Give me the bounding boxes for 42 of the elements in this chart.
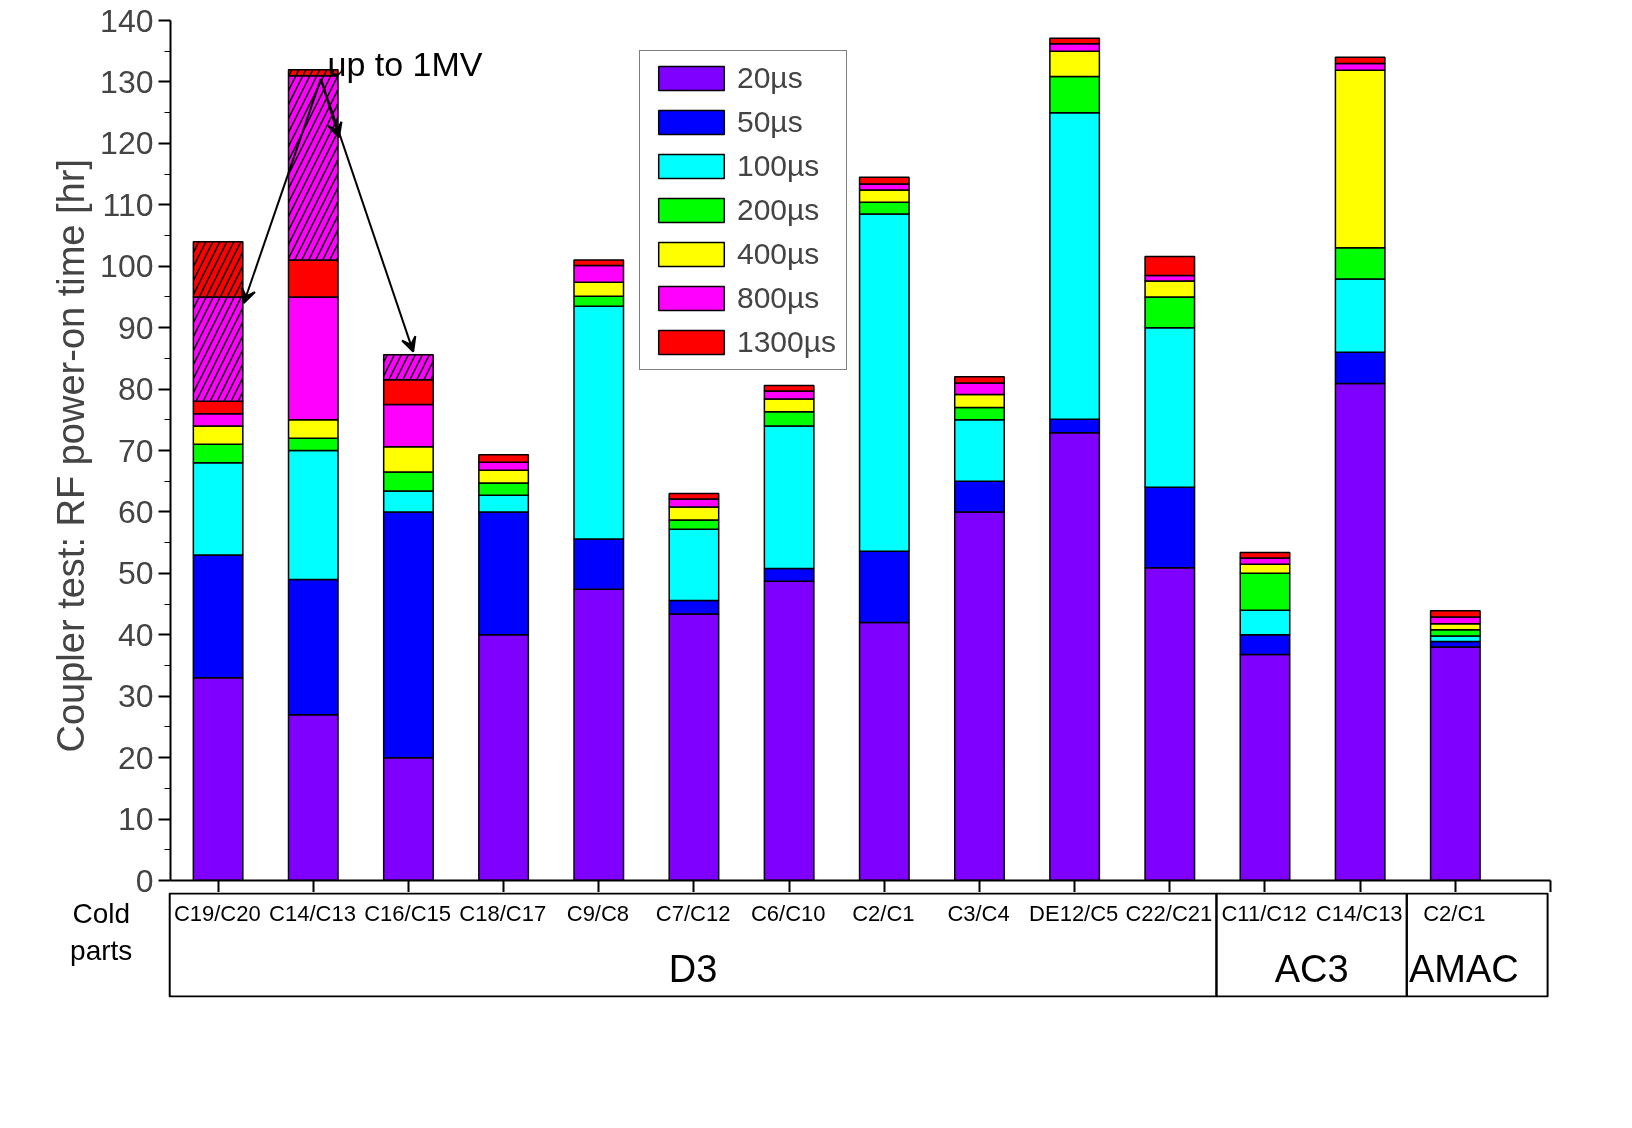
text: AMAC — [1408, 948, 1519, 991]
y-tick-label: 120 — [100, 125, 154, 162]
x-tick-label: C18/C17 — [459, 901, 547, 926]
y-tick-label: 100 — [100, 248, 154, 285]
y-tick-label: 80 — [117, 371, 154, 408]
legend-label: 50µs — [737, 105, 803, 139]
legend-label: 800µs — [737, 281, 820, 315]
y-tick-label: 20 — [117, 739, 154, 776]
x-tick-label: C3/C4 — [947, 901, 1010, 926]
x-tick-label: C7/C12 — [655, 901, 731, 926]
legend-label: 100µs — [737, 149, 820, 183]
x-tick-label: C2/C1 — [852, 901, 915, 926]
x-tick-label: C2/C1 — [1423, 901, 1486, 926]
y-tick-label: 40 — [117, 616, 154, 653]
y-tick-label: 70 — [117, 432, 154, 469]
y-tick-label: 140 — [100, 2, 154, 39]
text: D3 — [668, 948, 718, 991]
y-tick-label: 60 — [117, 493, 154, 530]
x-tick-label: C22/C21 — [1125, 901, 1213, 926]
x-tick-label: DE12/C5 — [1029, 901, 1119, 926]
x-tick-label: C14/C13 — [1315, 901, 1403, 926]
y-axis-title: Coupler test: RF power-on time [hr] — [50, 159, 93, 753]
x-tick-label: C11/C12 — [1221, 901, 1307, 926]
y-tick-label: 50 — [117, 555, 154, 592]
legend-label: 400µs — [737, 237, 820, 271]
x-tick-label: C9/C8 — [566, 901, 630, 926]
legend-label: 20µs — [737, 61, 803, 95]
y-tick-label: 90 — [117, 309, 154, 346]
x-tick-label: C19/C20 — [173, 901, 261, 926]
text: AC3 — [1274, 948, 1349, 991]
y-tick-label: 30 — [117, 678, 154, 715]
x-tick-label: C14/C13 — [269, 901, 356, 926]
y-tick-label: 10 — [117, 801, 154, 838]
x-tick-label: C16/C15 — [364, 901, 452, 926]
x-tick-label: C6/C10 — [750, 901, 826, 926]
y-tick-label: 130 — [100, 63, 154, 100]
y-tick-label: 0 — [135, 862, 154, 899]
y-tick-label: 110 — [102, 186, 154, 223]
annotation: up to 1MV — [327, 44, 483, 83]
legend-label: 200µs — [737, 193, 820, 227]
legend-label: 1300µs — [737, 325, 837, 359]
x-axis-title: Cold parts — [70, 898, 133, 967]
